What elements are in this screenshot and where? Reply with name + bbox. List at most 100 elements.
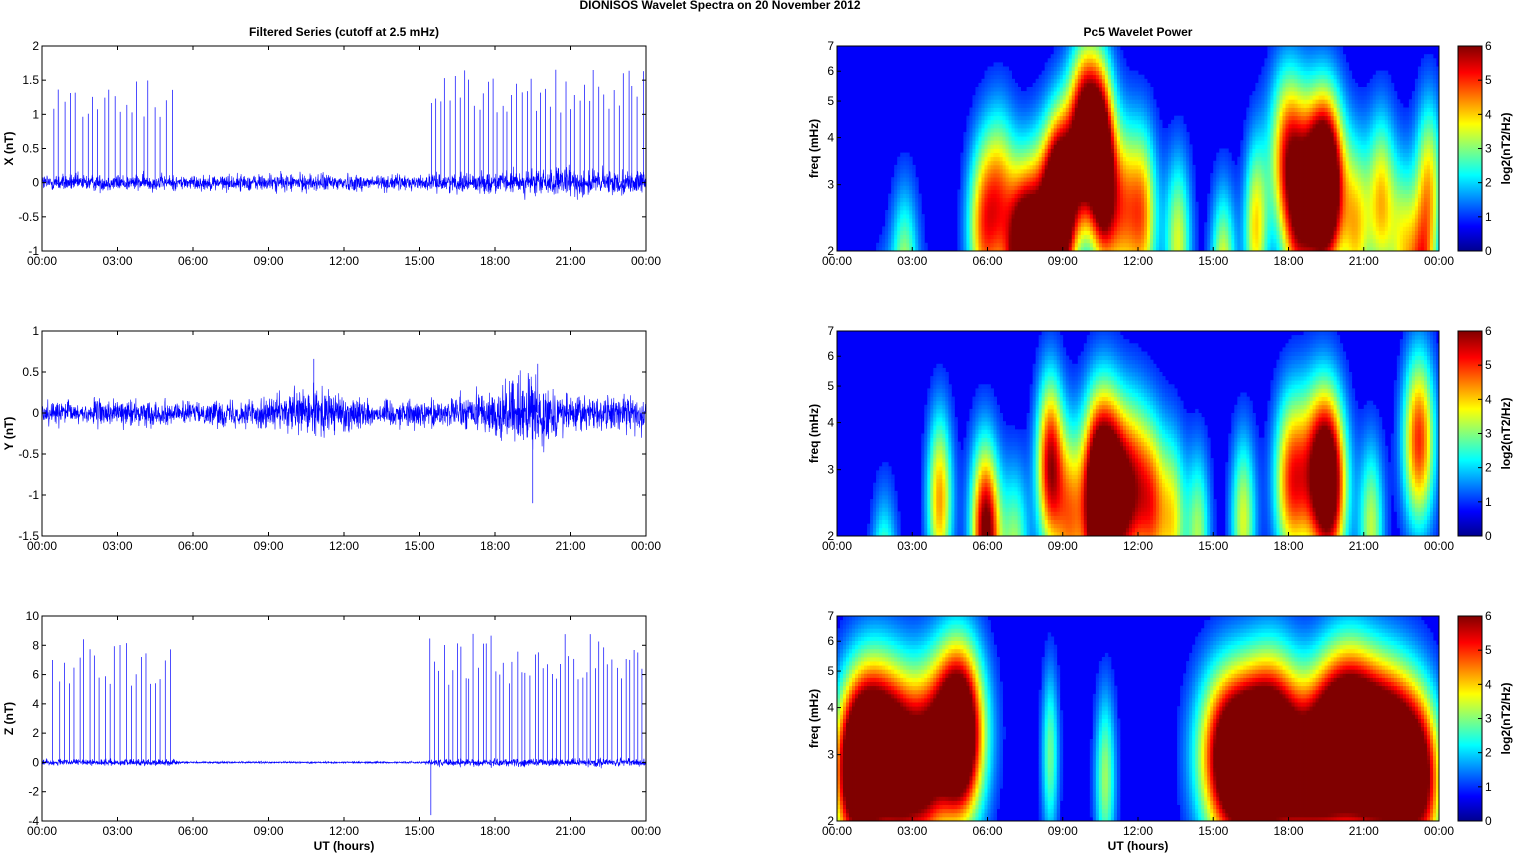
heatmap-cell [1039,169,1042,174]
heatmap-cell [894,173,897,178]
heatmap-cell [1054,194,1057,199]
heatmap-cell [1210,181,1213,186]
heatmap-cell [1270,243,1273,248]
heatmap-cell [1021,128,1024,133]
heatmap-cell [1060,140,1063,145]
heatmap-cell [1081,161,1084,166]
heatmap-cell [1180,169,1183,174]
heatmap-cell [1021,239,1024,244]
heatmap-cell [1078,226,1081,231]
heatmap-cell [1295,165,1298,170]
heatmap-cell [1207,235,1210,240]
heatmap-cell [1258,149,1261,154]
heatmap-cell [984,83,987,88]
heatmap-cell [1171,157,1174,162]
heatmap-cell [1282,149,1285,154]
heatmap-cell [1108,132,1111,137]
heatmap-cell [1180,173,1183,178]
heatmap-cell [1039,124,1042,128]
heatmap-cell [1018,218,1021,223]
heatmap-cell [1027,144,1030,149]
heatmap-cell [894,185,897,190]
heatmap-cell [1012,169,1015,174]
heatmap-cell [1231,181,1234,186]
heatmap-cell [1057,108,1060,113]
heatmap-cell [1039,128,1042,133]
heatmap-cell [1295,190,1298,195]
heatmap-cell [1174,169,1177,174]
heatmap-cell [1045,136,1048,141]
heatmap-cell [1003,194,1006,199]
heatmap-cell [1174,177,1177,182]
heatmap-cell [1156,108,1159,113]
heatmap-cell [1267,202,1270,207]
heatmap-cell [1135,181,1138,186]
heatmap-cell [1045,124,1048,128]
heatmap-cell [1117,132,1120,137]
heatmap-cell [1024,206,1027,211]
heatmap-cell [1255,112,1258,117]
heatmap-cell [1192,206,1195,211]
heatmap-cell [1021,165,1024,170]
heatmap-cell [1096,83,1099,88]
heatmap-cell [1219,210,1222,215]
heatmap-cell [1093,239,1096,244]
heatmap-cell [1171,132,1174,137]
heatmap-cell [1276,239,1279,244]
heatmap-cell [1123,91,1126,96]
heatmap-cell [1132,108,1135,113]
heatmap-cell [1066,177,1069,182]
heatmap-cell [1057,218,1060,223]
heatmap-cell [1282,50,1285,55]
heatmap-cell [1138,79,1141,84]
heatmap-cell [1030,239,1033,244]
heatmap-cell [1015,136,1018,141]
heatmap-cell [1114,214,1117,219]
heatmap-cell [1021,210,1024,215]
heatmap-cell [909,206,912,211]
heatmap-cell [1267,112,1270,117]
heatmap-cell [1153,239,1156,244]
heatmap-cell [1090,226,1093,231]
heatmap-cell [1195,226,1198,231]
heatmap-cell [1072,169,1075,174]
x-axis-label: UT (hours) [314,839,375,853]
heatmap-cell [1093,87,1096,92]
heatmap-cell [1048,198,1051,203]
heatmap-cell [1006,136,1009,141]
heatmap-cell [1282,58,1285,63]
heatmap-cell [1216,194,1219,199]
heatmap-cell [1057,62,1060,67]
heatmap-cell [1252,149,1255,154]
figure-title: DIONISOS Wavelet Spectra on 20 November … [580,0,861,12]
heatmap-cell [1147,243,1150,248]
heatmap-cell [1174,243,1177,248]
heatmap-cell [1129,120,1132,125]
heatmap-cell [1282,210,1285,215]
heatmap-cell [984,173,987,178]
heatmap-cell [1000,165,1003,170]
heatmap-cell [1096,132,1099,137]
heatmap-cell [1096,243,1099,248]
heatmap-cell [1093,181,1096,186]
heatmap-cell [1216,165,1219,170]
heatmap-cell [1087,202,1090,207]
heatmap-cell [1081,95,1084,100]
heatmap-cell [1069,95,1072,100]
heatmap-cell [1138,198,1141,203]
heatmap-cell [1249,198,1252,203]
heatmap-cell [1210,206,1213,211]
heatmap-cell [1285,206,1288,211]
heatmap-cell [1072,112,1075,117]
heatmap-cell [1279,136,1282,141]
heatmap-cell [1003,67,1006,72]
heatmap-cell [1295,46,1298,51]
heatmap-cell [1243,149,1246,154]
heatmap-cell [1012,140,1015,145]
heatmap-cell [1141,198,1144,203]
heatmap-cell [1258,173,1261,178]
heatmap-cell [984,71,987,76]
heatmap-cell [1279,169,1282,174]
heatmap-cell [1039,239,1042,244]
heatmap-cell [1000,120,1003,125]
